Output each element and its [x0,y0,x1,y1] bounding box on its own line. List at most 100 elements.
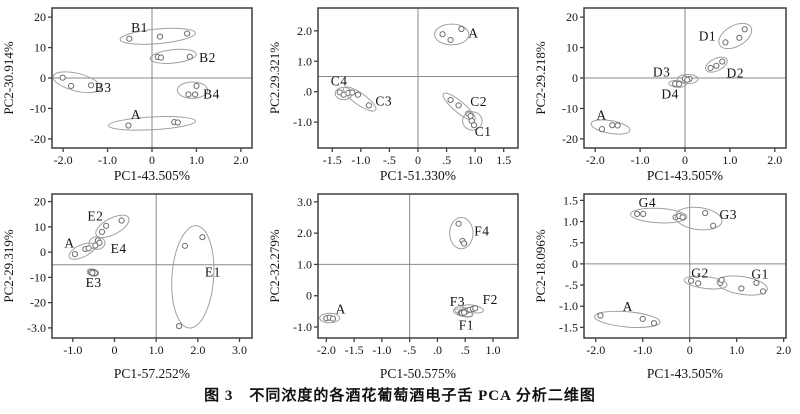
data-point [349,89,356,96]
data-point [759,288,767,295]
cluster-label: F3 [450,294,465,309]
x-tick-label: 0 [112,343,118,357]
cluster-a: A [64,236,96,260]
data-point [455,102,462,109]
x-tick-label: -1.0 [98,153,117,167]
y-tick-label: .5 [569,236,578,250]
data-point [719,58,726,65]
cluster-c3: C3 [342,86,392,112]
data-point [684,76,691,83]
x-tick-label: 2.0 [767,153,782,167]
pca-subplot-c: -1.5 -1.0 -.5 0 .5 1.0 1.5 2.0 1.0 .0 -1.0 A C4 C3 C2 C… [266,0,532,186]
cluster-ellipse [676,74,699,85]
data-point [96,239,103,246]
data-point [713,62,720,69]
x-tick-label: -2.0 [317,343,336,357]
data-point [92,242,99,249]
cluster-ellipse [718,22,753,50]
x-tick-label: -1.0 [63,343,82,357]
x-axis-label: PC1-51.330% [380,168,456,183]
data-point [156,33,164,40]
cluster-f2: F2 [462,292,497,314]
crosshair [584,194,786,338]
cluster-label: E2 [87,209,103,224]
cluster-ellipse [149,48,197,64]
x-tick-label: -.5 [383,153,396,167]
data-point [461,309,468,316]
cluster-a: A [108,107,196,131]
cluster-label: B4 [203,86,220,101]
cluster-label: D4 [661,86,679,101]
cluster-a: A [590,108,631,135]
cluster-d1: D1 [699,22,753,50]
data-point [455,220,462,227]
x-tick-label: 1.0 [729,343,744,357]
data-point [329,315,337,322]
data-point [89,269,96,276]
x-tick-label: -1.0 [631,153,650,167]
data-point [354,91,362,98]
cluster-ellipse [176,81,209,99]
x-tick-label: .0 [433,343,442,357]
x-tick-label: 1.0 [486,343,501,357]
cluster-c2: C2 [442,92,486,122]
cluster-b2: B2 [149,48,215,65]
cluster-label: G1 [751,266,769,281]
cluster-label: A [336,302,346,317]
cluster-label: E1 [205,264,221,279]
data-point [741,26,748,33]
data-point [707,64,714,72]
cluster-d4: D4 [661,80,687,101]
cluster-label: A [468,25,478,40]
cluster-label: A [131,107,141,122]
data-point [688,277,695,284]
x-tick-label: -1.0 [351,153,370,167]
data-point [175,323,183,330]
x-tick-label: -2.0 [586,153,605,167]
cluster-label: G2 [691,266,709,281]
data-point [753,279,760,287]
cluster-label: E4 [111,241,127,256]
cluster-e3: E3 [86,268,101,290]
cluster-d2: D2 [705,56,744,81]
y-tick-label: 1.5 [563,193,578,207]
data-point [71,251,79,258]
cluster-ellipse [668,80,687,88]
y-tick-label: -20 [30,132,46,146]
cluster-b4: B4 [176,81,220,101]
cluster-ellipse [108,116,196,131]
x-tick-label: -.5 [403,343,416,357]
data-point [679,214,686,221]
cluster-ellipse [683,275,728,290]
cluster-b3: B3 [52,71,112,95]
crosshair [318,194,518,338]
cluster-ellipse [95,214,130,239]
data-point [192,91,199,98]
x-tick-label: -1.0 [633,343,652,357]
y-tick-label: -1.0 [559,299,578,313]
x-tick-label: -2.0 [586,343,605,357]
data-point [184,30,191,37]
x-tick-label: -1.0 [372,343,391,357]
data-point [193,82,200,90]
x-axis-label: PC1-57.252% [114,366,190,381]
y-tick-label: 0 [572,257,578,271]
y-tick-label: 1.0 [297,54,312,68]
x-tick-label: .5 [461,343,470,357]
axis-ticks: -2.0 -1.0 0 1.0 2.0 1.5 1.0 .5 0 -.5 -1.0 -1.5 [559,193,791,357]
data-point [103,222,110,229]
axis-ticks: -2.0 -1.0 0 1.0 2.0 20 10 0 -10 -20 [30,10,248,167]
cluster-ellipse [119,27,196,45]
cluster-ellipse [705,56,728,73]
cluster-ellipse [449,216,474,250]
y-tick-label: -3.0 [27,321,46,335]
cluster-label: A [64,236,74,251]
y-axis-label: PC2-32.279% [267,229,282,302]
cluster-label: B3 [95,80,112,95]
y-tick-label: -10 [30,270,46,284]
cluster-ellipse [434,23,470,46]
y-axis-label: PC2-29.319% [1,229,16,302]
cluster-ellipse [590,119,631,135]
y-axis-label: PC2-29.218% [533,41,548,114]
data-point [157,54,164,61]
